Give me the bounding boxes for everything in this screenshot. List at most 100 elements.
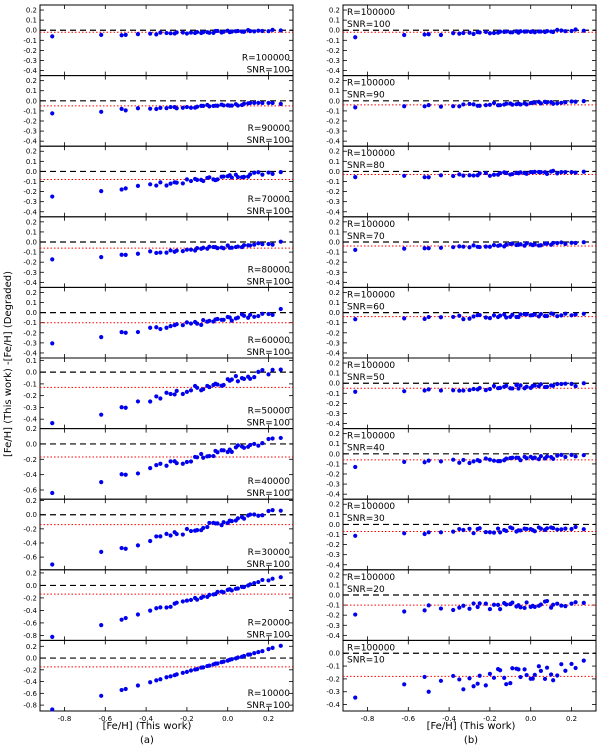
data-point: [168, 533, 173, 538]
data-point: [551, 526, 556, 531]
panel-label: SNR=60: [347, 302, 385, 312]
y-tick-label: -0.2: [23, 259, 37, 267]
data-point: [483, 244, 488, 249]
data-point: [402, 389, 407, 394]
data-point: [248, 172, 253, 177]
data-point: [504, 456, 509, 461]
data-point: [99, 189, 104, 194]
data-point: [451, 388, 456, 393]
y-tick-label: -0.4: [326, 208, 340, 216]
y-tick-label: -0.4: [23, 471, 37, 479]
data-point: [402, 682, 407, 687]
data-point: [207, 104, 212, 109]
data-point: [50, 490, 55, 496]
data-point: [154, 394, 159, 399]
data-point: [495, 526, 501, 531]
y-tick-label: 0.2: [26, 218, 37, 226]
data-point: [461, 527, 466, 533]
y-tick-label: 0.2: [329, 7, 340, 15]
data-point: [148, 182, 153, 187]
data-point: [483, 456, 488, 461]
data-point: [510, 241, 515, 246]
data-point: [581, 600, 586, 605]
y-tick-label: 0.0: [329, 239, 340, 247]
data-point: [199, 451, 204, 457]
data-point: [544, 29, 550, 34]
data-point: [123, 405, 128, 410]
data-point: [135, 471, 141, 476]
data-point: [510, 312, 515, 317]
panel-label: R=20000: [248, 618, 291, 628]
data-point: [471, 531, 476, 536]
data-point: [180, 599, 185, 604]
data-point: [467, 245, 472, 250]
data-point: [119, 330, 124, 335]
data-point: [215, 316, 220, 322]
data-point: [551, 456, 556, 461]
data-point: [248, 442, 253, 448]
data-point: [573, 99, 578, 104]
data-point: [266, 311, 271, 317]
data-point: [229, 29, 234, 34]
y-tick-label: 0.2: [329, 218, 340, 226]
data-point: [235, 315, 241, 320]
x-tick-label: -0.6: [98, 715, 112, 723]
data-point: [426, 603, 431, 608]
data-point: [551, 29, 556, 35]
data-point: [510, 666, 515, 671]
data-point: [461, 388, 466, 393]
data-point: [50, 111, 55, 116]
panel-label: SNR=20: [347, 585, 385, 595]
data-point: [438, 315, 444, 320]
data-point: [467, 526, 472, 531]
data-point: [50, 194, 55, 199]
y-tick-label: 0.2: [329, 430, 340, 438]
data-point: [135, 612, 141, 617]
panel-a-3: 0.2 0.1 0.0 -0.1 -0.2 -0.3 -0.4 R=70000 SNR=100: [23, 145, 294, 218]
y-tick-label: -0.1: [326, 531, 340, 539]
data-point: [353, 175, 358, 180]
y-tick-label: -0.3: [326, 688, 340, 696]
data-point: [438, 459, 444, 464]
data-point: [278, 101, 283, 106]
data-point: [201, 103, 206, 108]
subplot-label-a: (a): [140, 735, 154, 746]
panel-a-4: 0.2 0.1 0.0 -0.1 -0.2 -0.3 -0.4 R=80000 SNR=100: [23, 216, 294, 288]
data-point: [551, 678, 556, 683]
data-point: [180, 181, 185, 186]
panel-b-9: 0.2 0.1 0.0 -0.1 -0.2 -0.3 -0.4 R=100000 SNR=20: [326, 569, 597, 641]
data-point: [483, 683, 488, 688]
panel-b-3: 0.2 0.1 0.0 -0.1 -0.2 -0.3 -0.4 R=100000 SNR=80: [326, 145, 597, 218]
y-tick-label: -0.1: [23, 178, 37, 186]
data-point: [457, 104, 462, 109]
y-tick-label: 0.2: [329, 148, 340, 156]
data-point: [467, 676, 472, 681]
data-point: [246, 315, 251, 320]
panel-label: SNR=100: [247, 630, 291, 640]
panel-a-9: 0.2 0.0 -0.2 -0.4 -0.6 -0.8 R=20000 SNR=100: [23, 569, 294, 641]
data-point: [119, 405, 124, 410]
data-point: [483, 315, 488, 320]
data-point: [172, 392, 177, 397]
x-tick-label: -0.2: [180, 715, 194, 723]
data-point: [504, 101, 509, 106]
y-tick-label: 0.1: [26, 158, 37, 166]
data-point: [241, 101, 247, 106]
data-point: [241, 376, 247, 382]
data-point: [221, 659, 226, 664]
data-point: [184, 320, 190, 325]
data-point: [154, 32, 159, 37]
data-point: [270, 100, 275, 106]
data-point: [491, 602, 497, 607]
data-point: [487, 173, 493, 178]
data-point: [188, 388, 194, 393]
data-point: [158, 461, 163, 466]
y-tick-label: -0.2: [326, 470, 340, 478]
data-point: [119, 545, 124, 551]
data-point: [477, 171, 482, 176]
data-point: [252, 170, 257, 175]
data-point: [569, 28, 574, 34]
data-point: [229, 449, 234, 455]
data-point: [510, 386, 515, 391]
y-tick-label: -0.2: [326, 541, 340, 549]
